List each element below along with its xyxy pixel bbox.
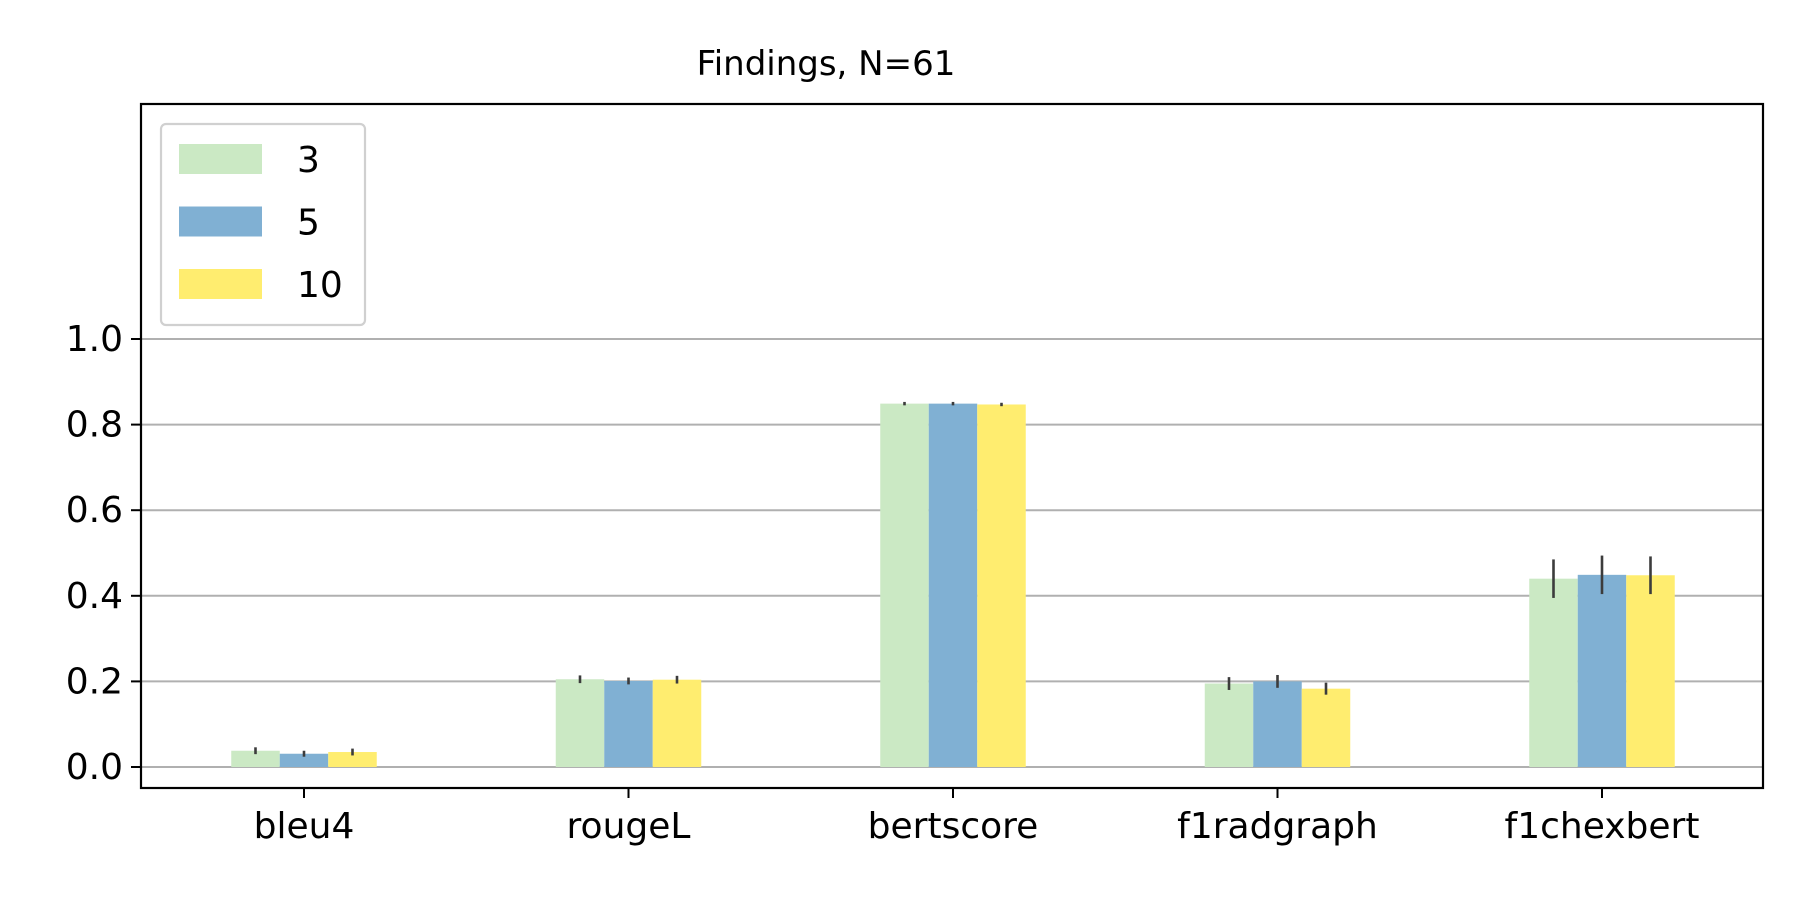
x-tick-label-f1radgraph: f1radgraph <box>1177 806 1378 847</box>
bar-bleu4-5 <box>279 753 329 767</box>
bar-rougeL-10 <box>652 679 702 767</box>
y-tick-label: 1.0 <box>66 319 123 360</box>
x-tick-label-rougeL: rougeL <box>567 806 691 847</box>
bar-f1radgraph-5 <box>1253 681 1302 767</box>
bar-rougeL-5 <box>604 680 653 767</box>
legend-swatch-3 <box>179 144 262 174</box>
bar-f1radgraph-10 <box>1301 688 1351 767</box>
y-tick-label: 0.0 <box>66 747 123 788</box>
legend-swatch-5 <box>179 206 262 237</box>
x-tick-label-bertscore: bertscore <box>868 806 1039 847</box>
error-bars <box>254 401 1652 757</box>
bar-bertscore-10 <box>977 404 1026 767</box>
y-tick-label: 0.6 <box>66 490 123 531</box>
x-tick-label-f1chexbert: f1chexbert <box>1505 806 1700 847</box>
y-axis-ticks: 0.0 0.2 0.4 0.6 0.8 1.0 <box>66 319 141 788</box>
bar-f1chexbert-3 <box>1529 578 1578 767</box>
x-tick-label-bleu4: bleu4 <box>254 806 355 847</box>
bar-f1chexbert-10 <box>1626 575 1675 767</box>
y-tick-label: 0.4 <box>66 576 123 617</box>
bar-f1radgraph-3 <box>1204 683 1254 767</box>
bar-bertscore-5 <box>928 403 978 767</box>
bar-f1chexbert-5 <box>1577 574 1627 767</box>
bar-bleu4-10 <box>328 752 377 767</box>
legend: 3 5 10 <box>159 122 367 327</box>
y-tick-label: 0.8 <box>66 405 123 446</box>
legend-label-5: 5 <box>297 203 320 244</box>
y-tick-label: 0.2 <box>66 661 123 702</box>
x-axis-ticks: bleu4 rougeL bertscore f1radgraph f1chexbert <box>254 788 1700 847</box>
chart-title: Findings, N=61 <box>697 44 956 84</box>
legend-swatch-10 <box>179 269 262 299</box>
legend-label-10: 10 <box>297 265 343 306</box>
bars <box>231 403 1675 767</box>
bar-bertscore-3 <box>880 403 929 767</box>
bar-bleu4-3 <box>231 750 280 767</box>
legend-label-3: 3 <box>297 140 320 181</box>
bar-rougeL-3 <box>555 679 605 767</box>
